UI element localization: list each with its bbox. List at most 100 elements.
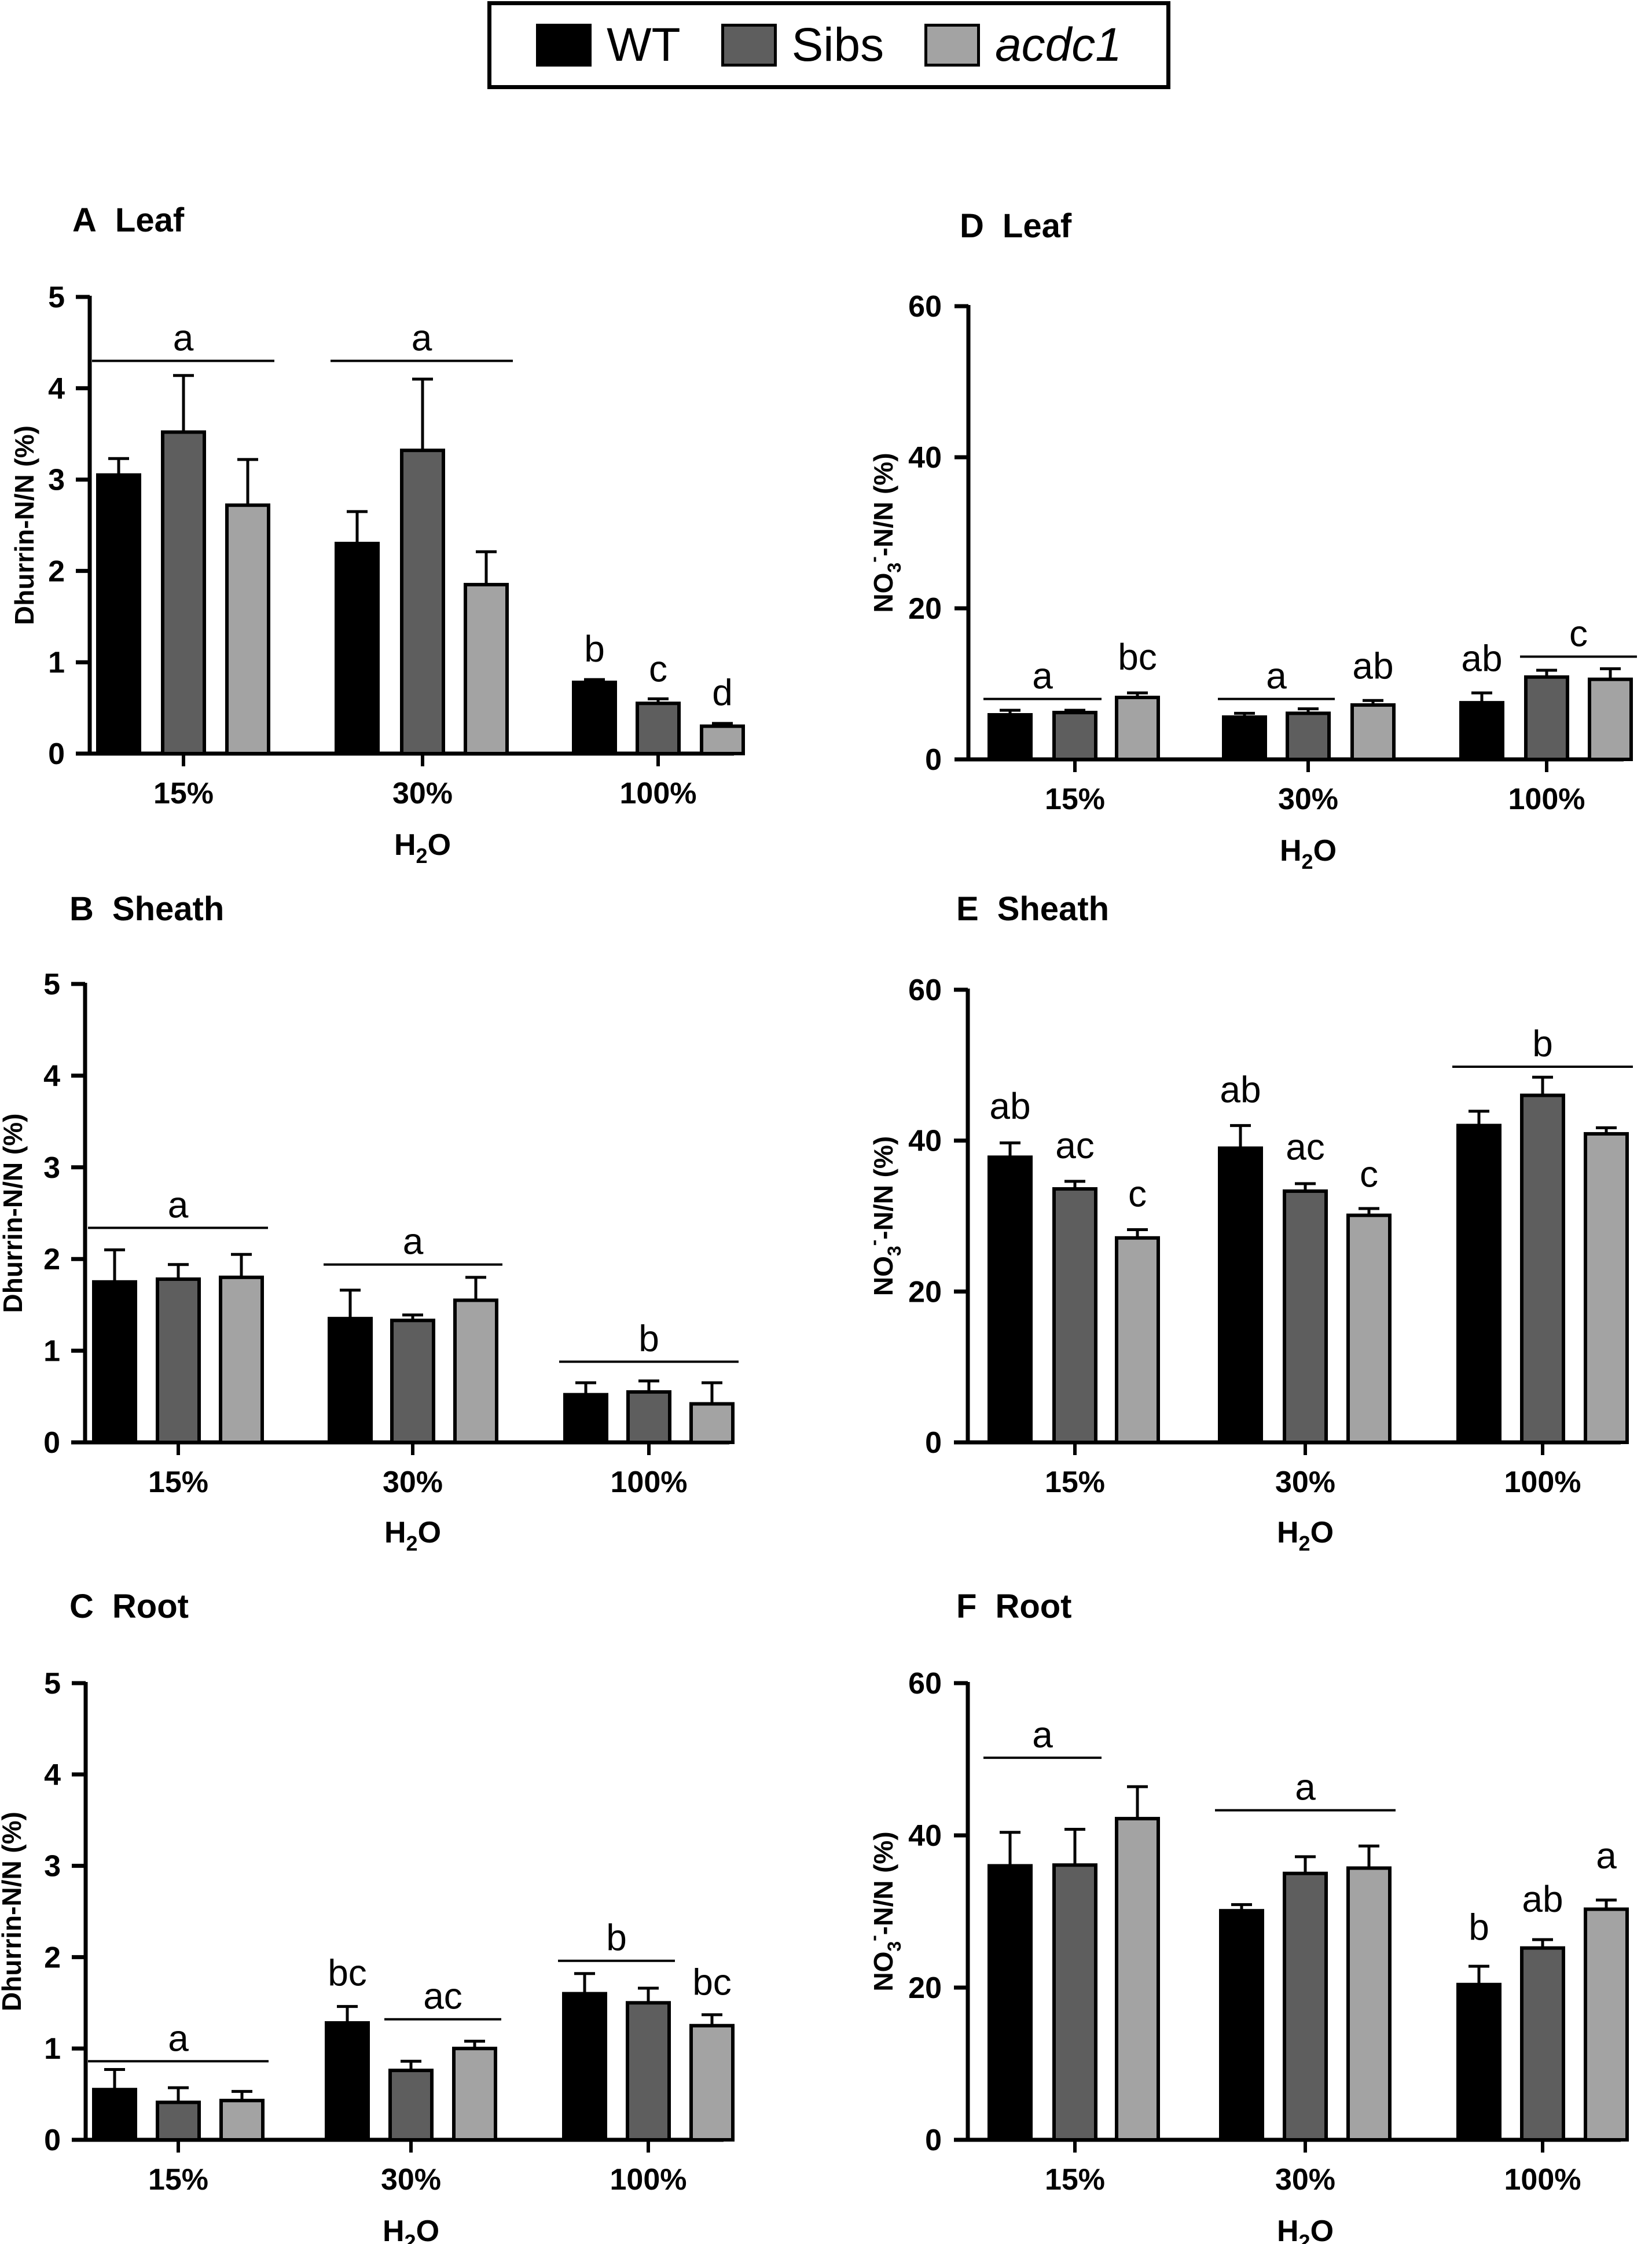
legend-label-sibs: Sibs <box>791 19 884 71</box>
x-tick-label: 30% <box>383 1466 443 1499</box>
bar <box>225 503 270 755</box>
x-axis-label: H2O <box>394 828 451 868</box>
x-tick-label: 15% <box>148 1466 208 1499</box>
x-tick-label: 100% <box>610 2163 687 2197</box>
panel-tissue: Leaf <box>1003 207 1072 245</box>
y-axis-label: NO3--N/N (%) <box>863 1831 905 1991</box>
x-tick-label: 100% <box>611 1466 688 1499</box>
panel-E: E Sheath 0 20 40 60 NO3--N/N (%) 15% 30% 100% H2O a… <box>863 890 1633 1555</box>
significance-letter: d <box>712 672 733 714</box>
panel-tissue: Leaf <box>115 201 185 239</box>
x-tick-label: 100% <box>1504 2163 1581 2197</box>
y-tick-label: 20 <box>908 1275 942 1309</box>
significance-letter: a <box>168 1184 189 1225</box>
significance-letter: bc <box>1118 636 1157 678</box>
significance-letter: b <box>638 1318 659 1360</box>
x-tick-label: 15% <box>1045 2163 1105 2197</box>
bar <box>987 1155 1033 1444</box>
x-tick-label: 15% <box>153 777 214 810</box>
bar <box>1052 711 1097 761</box>
x-tick-label: 15% <box>148 2163 208 2197</box>
bar <box>1115 1236 1160 1444</box>
panel-tissue: Root <box>112 1588 189 1625</box>
significance-letter: ab <box>1461 638 1502 680</box>
panel-letter: C <box>69 1588 94 1625</box>
significance-letter: ab <box>1522 1878 1563 1920</box>
bar <box>1346 1213 1392 1445</box>
panel-tissue: Sheath <box>997 890 1109 928</box>
bar <box>562 1992 607 2142</box>
panel-letter: A <box>72 201 97 239</box>
significance-letter: bc <box>328 1952 367 1994</box>
legend-item-wt: WT <box>536 18 681 72</box>
x-tick-label: 30% <box>1275 1466 1335 1499</box>
bar <box>1520 1093 1565 1444</box>
y-tick-label: 5 <box>48 281 65 314</box>
significance-letter: a <box>1295 1766 1316 1808</box>
bar <box>96 473 141 756</box>
bar <box>700 724 745 756</box>
legend: WT Sibs acdc1 <box>487 1 1170 89</box>
panel-title: B Sheath <box>69 890 224 928</box>
bar <box>689 2023 735 2142</box>
bar <box>1584 1132 1629 1444</box>
bar <box>1456 1123 1502 1444</box>
bar <box>92 2088 137 2142</box>
bar <box>388 2069 434 2142</box>
x-tick-label: 100% <box>620 777 697 810</box>
panel-title: C Root <box>69 1588 189 1625</box>
y-tick-label: 4 <box>43 1059 60 1093</box>
y-axis-label: Dhurrin-N/N (%) <box>0 1114 28 1313</box>
significance-letter: b <box>1532 1023 1553 1064</box>
panel-tissue: Root <box>995 1588 1071 1625</box>
x-tick-label: 100% <box>1508 783 1585 816</box>
bar <box>1052 1187 1097 1445</box>
y-tick-label: 20 <box>908 592 942 626</box>
bar <box>92 1280 137 1445</box>
x-tick-label: 30% <box>1278 783 1338 816</box>
significance-letter: ab <box>989 1085 1030 1127</box>
bar <box>335 542 380 755</box>
panel-letter: E <box>956 890 979 928</box>
y-tick-label: 5 <box>43 968 60 1001</box>
bar <box>328 1317 373 1444</box>
y-tick-label: 3 <box>48 464 65 497</box>
significance-letter: a <box>168 2017 189 2059</box>
bar <box>1052 1863 1097 2142</box>
x-tick-label: 30% <box>392 777 453 810</box>
bar <box>1286 711 1331 762</box>
y-tick-label: 1 <box>44 2032 61 2066</box>
significance-letter: a <box>412 317 432 358</box>
bar <box>464 583 509 755</box>
legend-swatch-wt <box>536 24 592 67</box>
legend-swatch-sibs <box>721 24 777 67</box>
panel-title: A Leaf <box>72 201 185 239</box>
bar <box>452 2047 497 2142</box>
bar <box>1222 715 1267 762</box>
y-tick-label: 3 <box>43 1151 60 1185</box>
bar <box>390 1319 435 1444</box>
significance-letter: c <box>1360 1154 1378 1195</box>
legend-item-acdc1: acdc1 <box>924 18 1122 72</box>
legend-item-sibs: Sibs <box>721 18 884 72</box>
x-tick-label: 30% <box>381 2163 441 2197</box>
panel-A: A Leaf 0 1 2 3 4 5 Dhurrin-N/N (%) 15% 30% 100% H2O a… <box>9 201 745 868</box>
x-axis-label: H2O <box>383 2214 439 2244</box>
significance-letter: a <box>1596 1835 1617 1876</box>
y-axis-label: NO3--N/N (%) <box>863 453 905 612</box>
bar <box>1584 1907 1629 2142</box>
significance-letter: a <box>403 1221 424 1262</box>
y-tick-label: 0 <box>925 743 942 777</box>
significance-letter: c <box>1128 1173 1147 1214</box>
bar <box>1588 677 1633 762</box>
y-tick-label: 40 <box>908 1819 942 1853</box>
bar <box>161 430 206 755</box>
y-tick-label: 1 <box>43 1335 60 1368</box>
x-axis-label: H2O <box>384 1516 441 1555</box>
panel-letter: D <box>960 207 984 245</box>
bar <box>156 2100 201 2142</box>
bar <box>626 1390 671 1444</box>
y-tick-label: 60 <box>908 290 942 324</box>
